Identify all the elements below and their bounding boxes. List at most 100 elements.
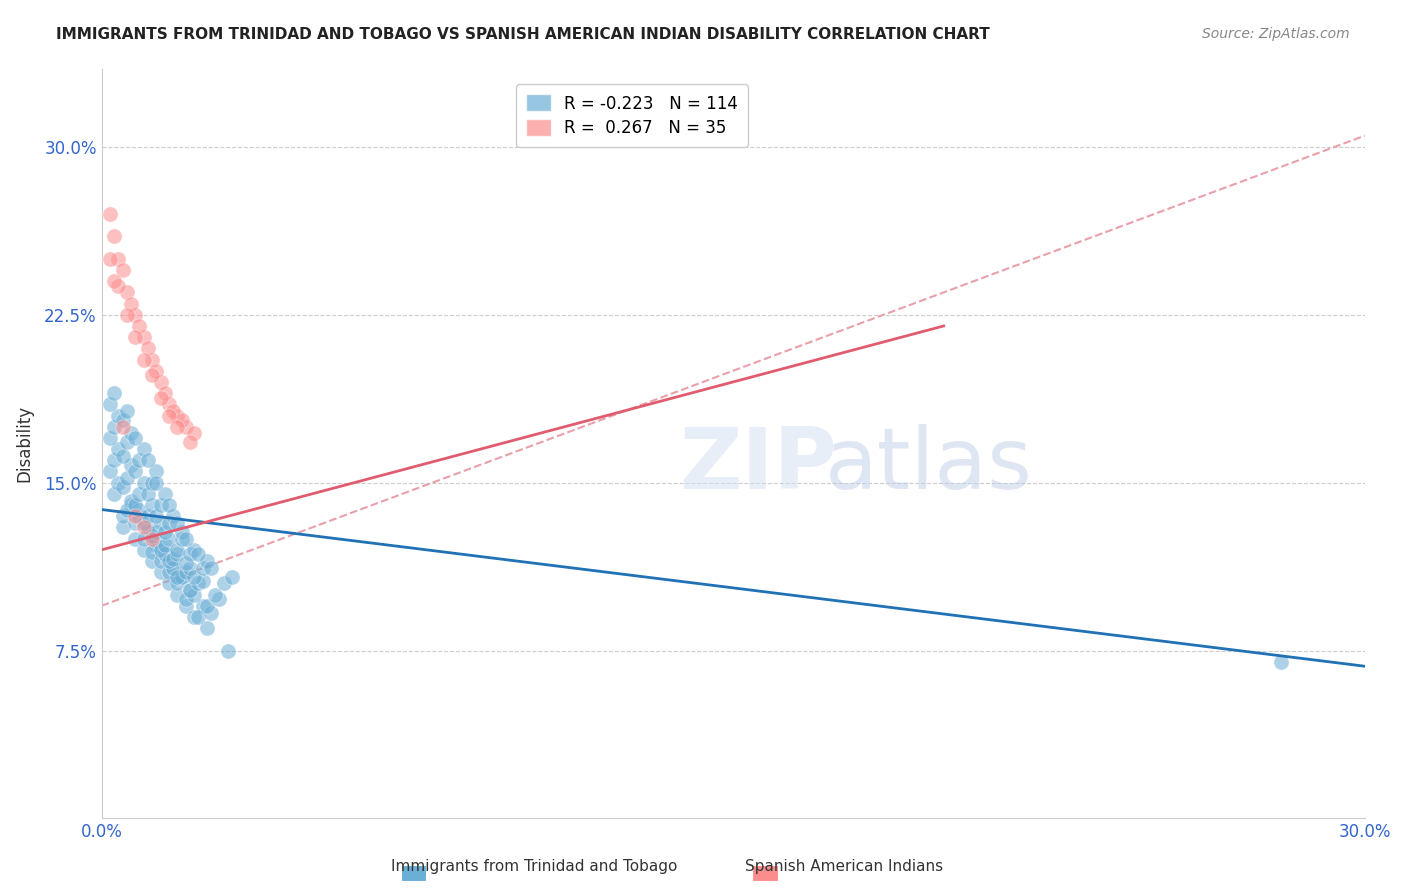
Text: ZIP: ZIP bbox=[679, 425, 838, 508]
Point bbox=[162, 509, 184, 524]
Point bbox=[149, 516, 172, 530]
Point bbox=[98, 431, 121, 445]
Point bbox=[1270, 655, 1292, 669]
Point bbox=[166, 576, 188, 591]
Point bbox=[208, 592, 231, 607]
Point bbox=[107, 278, 129, 293]
Point bbox=[179, 583, 201, 598]
Point bbox=[141, 368, 163, 383]
Point bbox=[120, 458, 142, 472]
Text: Immigrants from Trinidad and Tobago: Immigrants from Trinidad and Tobago bbox=[391, 859, 678, 874]
Point bbox=[166, 419, 188, 434]
Point bbox=[166, 547, 188, 561]
Point bbox=[111, 449, 134, 463]
Point bbox=[149, 375, 172, 389]
Point bbox=[217, 643, 239, 657]
Point bbox=[120, 426, 142, 441]
Point bbox=[141, 532, 163, 546]
Point bbox=[124, 431, 146, 445]
Point bbox=[120, 498, 142, 512]
Point bbox=[200, 560, 222, 574]
Point bbox=[98, 207, 121, 221]
Point bbox=[128, 509, 150, 524]
Point bbox=[136, 524, 159, 539]
Point bbox=[187, 610, 209, 624]
Point bbox=[166, 542, 188, 557]
Point bbox=[103, 487, 125, 501]
Legend: R = -0.223   N = 114, R =  0.267   N = 35: R = -0.223 N = 114, R = 0.267 N = 35 bbox=[516, 85, 748, 147]
Point bbox=[107, 475, 129, 490]
Point bbox=[120, 493, 142, 508]
Point bbox=[98, 397, 121, 411]
Point bbox=[132, 520, 155, 534]
Point bbox=[157, 409, 180, 423]
Point bbox=[179, 435, 201, 450]
Point bbox=[191, 560, 214, 574]
Text: atlas: atlas bbox=[825, 425, 1033, 508]
Point bbox=[170, 413, 193, 427]
Point bbox=[115, 404, 138, 418]
Point bbox=[124, 532, 146, 546]
Point bbox=[132, 442, 155, 456]
Point bbox=[157, 565, 180, 579]
Point bbox=[124, 498, 146, 512]
Point bbox=[141, 545, 163, 559]
Point bbox=[170, 570, 193, 584]
Point bbox=[145, 475, 167, 490]
Point bbox=[174, 599, 197, 613]
Point bbox=[111, 419, 134, 434]
Point bbox=[132, 330, 155, 344]
Point bbox=[124, 509, 146, 524]
Point bbox=[115, 435, 138, 450]
Point bbox=[179, 547, 201, 561]
Point bbox=[111, 520, 134, 534]
Point bbox=[153, 386, 176, 401]
Point bbox=[149, 498, 172, 512]
Point bbox=[111, 509, 134, 524]
Point bbox=[132, 516, 155, 530]
Point bbox=[149, 565, 172, 579]
Point bbox=[170, 524, 193, 539]
Point bbox=[153, 538, 176, 552]
Point bbox=[183, 542, 205, 557]
Point bbox=[136, 520, 159, 534]
Point bbox=[174, 532, 197, 546]
Point bbox=[103, 229, 125, 244]
Point bbox=[141, 498, 163, 512]
Point bbox=[128, 502, 150, 516]
Point bbox=[153, 524, 176, 539]
Point bbox=[132, 475, 155, 490]
Point bbox=[141, 529, 163, 543]
Point bbox=[103, 453, 125, 467]
Point bbox=[145, 364, 167, 378]
Point bbox=[145, 533, 167, 548]
Point bbox=[107, 409, 129, 423]
Point bbox=[124, 308, 146, 322]
Point bbox=[157, 554, 180, 568]
Text: IMMIGRANTS FROM TRINIDAD AND TOBAGO VS SPANISH AMERICAN INDIAN DISABILITY CORREL: IMMIGRANTS FROM TRINIDAD AND TOBAGO VS S… bbox=[56, 27, 990, 42]
Point bbox=[166, 570, 188, 584]
Point bbox=[124, 465, 146, 479]
Point bbox=[128, 487, 150, 501]
Point bbox=[157, 397, 180, 411]
Text: Spanish American Indians: Spanish American Indians bbox=[745, 859, 942, 874]
Point bbox=[98, 465, 121, 479]
Point bbox=[166, 516, 188, 530]
Point bbox=[145, 524, 167, 539]
Point bbox=[107, 252, 129, 266]
Point bbox=[183, 610, 205, 624]
Point bbox=[141, 554, 163, 568]
Point bbox=[183, 426, 205, 441]
Point bbox=[141, 475, 163, 490]
Point bbox=[174, 556, 197, 570]
Point bbox=[149, 542, 172, 557]
Point bbox=[183, 588, 205, 602]
Point bbox=[153, 547, 176, 561]
Point bbox=[153, 487, 176, 501]
Point bbox=[187, 576, 209, 591]
Point bbox=[98, 252, 121, 266]
Point bbox=[174, 565, 197, 579]
Point bbox=[162, 551, 184, 566]
Point bbox=[157, 498, 180, 512]
Point bbox=[132, 542, 155, 557]
